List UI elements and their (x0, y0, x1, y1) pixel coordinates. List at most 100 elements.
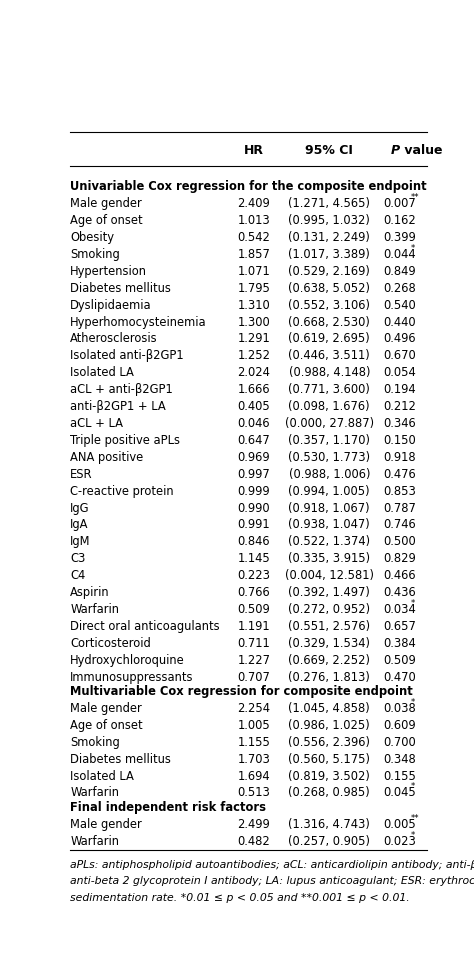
Text: 0.609: 0.609 (383, 718, 416, 732)
Text: value: value (400, 144, 442, 157)
Text: (0.529, 2.169): (0.529, 2.169) (288, 265, 370, 278)
Text: (0.131, 2.249): (0.131, 2.249) (288, 231, 370, 244)
Text: **: ** (411, 814, 419, 822)
Text: (0.268, 0.985): (0.268, 0.985) (288, 787, 370, 799)
Text: 0.918: 0.918 (383, 451, 416, 464)
Text: 0.997: 0.997 (237, 468, 270, 481)
Text: (0.357, 1.170): (0.357, 1.170) (288, 434, 370, 447)
Text: (0.988, 1.006): (0.988, 1.006) (289, 468, 370, 481)
Text: 0.853: 0.853 (383, 484, 416, 498)
Text: Direct oral anticoagulants: Direct oral anticoagulants (70, 620, 220, 633)
Text: 0.509: 0.509 (383, 654, 416, 666)
Text: Dyslipidaemia: Dyslipidaemia (70, 299, 152, 312)
Text: C-reactive protein: C-reactive protein (70, 484, 174, 498)
Text: P: P (391, 144, 400, 157)
Text: (0.335, 3.915): (0.335, 3.915) (288, 552, 370, 565)
Text: 0.990: 0.990 (237, 502, 270, 514)
Text: Warfarin: Warfarin (70, 787, 119, 799)
Text: 0.212: 0.212 (383, 400, 416, 413)
Text: 0.849: 0.849 (383, 265, 416, 278)
Text: 0.399: 0.399 (383, 231, 416, 244)
Text: 0.054: 0.054 (383, 366, 416, 379)
Text: (0.938, 1.047): (0.938, 1.047) (288, 518, 370, 532)
Text: Male gender: Male gender (70, 197, 142, 210)
Text: (0.257, 0.905): (0.257, 0.905) (288, 835, 370, 847)
Text: 0.711: 0.711 (237, 637, 270, 650)
Text: 0.005: 0.005 (383, 818, 416, 831)
Text: 0.991: 0.991 (237, 518, 270, 532)
Text: 0.500: 0.500 (383, 535, 416, 548)
Text: Smoking: Smoking (70, 736, 120, 748)
Text: Multivariable Cox regression for composite endpoint: Multivariable Cox regression for composi… (70, 685, 413, 698)
Text: Corticosteroid: Corticosteroid (70, 637, 151, 650)
Text: Atherosclerosis: Atherosclerosis (70, 332, 158, 346)
Text: 0.470: 0.470 (383, 670, 416, 684)
Text: 0.999: 0.999 (237, 484, 270, 498)
Text: Hypertension: Hypertension (70, 265, 147, 278)
Text: 0.787: 0.787 (383, 502, 416, 514)
Text: (0.556, 2.396): (0.556, 2.396) (288, 736, 370, 748)
Text: *: * (411, 244, 415, 253)
Text: *: * (411, 599, 415, 608)
Text: C3: C3 (70, 552, 86, 565)
Text: 0.766: 0.766 (237, 586, 270, 599)
Text: Male gender: Male gender (70, 818, 142, 831)
Text: (0.638, 5.052): (0.638, 5.052) (288, 282, 370, 295)
Text: Final independent risk factors: Final independent risk factors (70, 801, 266, 814)
Text: (0.669, 2.252): (0.669, 2.252) (288, 654, 370, 666)
Text: 1.191: 1.191 (237, 620, 270, 633)
Text: (0.276, 1.813): (0.276, 1.813) (288, 670, 370, 684)
Text: aPLs: antiphospholipid autoantibodies; aCL: anticardiolipin antibody; anti-β2GP1: aPLs: antiphospholipid autoantibodies; a… (70, 860, 474, 871)
Text: 0.038: 0.038 (383, 702, 416, 715)
Text: aCL + anti-β2GP1: aCL + anti-β2GP1 (70, 383, 173, 396)
Text: Obesity: Obesity (70, 231, 114, 244)
Text: 2.409: 2.409 (237, 197, 270, 210)
Text: anti-beta 2 glycoprotein I antibody; LA: lupus anticoagulant; ESR: erythrocyte: anti-beta 2 glycoprotein I antibody; LA:… (70, 876, 474, 886)
Text: aCL + LA: aCL + LA (70, 417, 123, 430)
Text: 0.034: 0.034 (383, 603, 416, 616)
Text: (0.000, 27.887): (0.000, 27.887) (285, 417, 374, 430)
Text: 0.476: 0.476 (383, 468, 416, 481)
Text: Age of onset: Age of onset (70, 214, 143, 227)
Text: 0.496: 0.496 (383, 332, 416, 346)
Text: 0.384: 0.384 (383, 637, 416, 650)
Text: IgM: IgM (70, 535, 91, 548)
Text: (0.918, 1.067): (0.918, 1.067) (289, 502, 370, 514)
Text: 1.252: 1.252 (237, 350, 271, 362)
Text: 0.348: 0.348 (383, 753, 416, 766)
Text: anti-β2GP1 + LA: anti-β2GP1 + LA (70, 400, 166, 413)
Text: 1.227: 1.227 (237, 654, 271, 666)
Text: Diabetes mellitus: Diabetes mellitus (70, 282, 171, 295)
Text: (0.988, 4.148): (0.988, 4.148) (289, 366, 370, 379)
Text: (0.619, 2.695): (0.619, 2.695) (288, 332, 370, 346)
Text: IgA: IgA (70, 518, 89, 532)
Text: 0.700: 0.700 (383, 736, 416, 748)
Text: 0.007: 0.007 (383, 197, 416, 210)
Text: **: ** (411, 194, 419, 202)
Text: 0.707: 0.707 (237, 670, 270, 684)
Text: ESR: ESR (70, 468, 93, 481)
Text: 0.045: 0.045 (383, 787, 416, 799)
Text: (0.530, 1.773): (0.530, 1.773) (288, 451, 370, 464)
Text: (0.668, 2.530): (0.668, 2.530) (288, 316, 370, 328)
Text: 1.291: 1.291 (237, 332, 270, 346)
Text: Warfarin: Warfarin (70, 603, 119, 616)
Text: 0.223: 0.223 (237, 569, 271, 583)
Text: 0.466: 0.466 (383, 569, 416, 583)
Text: Hyperhomocysteinemia: Hyperhomocysteinemia (70, 316, 207, 328)
Text: 0.746: 0.746 (383, 518, 416, 532)
Text: 0.509: 0.509 (237, 603, 270, 616)
Text: (1.271, 4.565): (1.271, 4.565) (288, 197, 370, 210)
Text: Isolated LA: Isolated LA (70, 769, 134, 783)
Text: (0.551, 2.576): (0.551, 2.576) (288, 620, 370, 633)
Text: Age of onset: Age of onset (70, 718, 143, 732)
Text: (0.986, 1.025): (0.986, 1.025) (288, 718, 370, 732)
Text: (0.004, 12.581): (0.004, 12.581) (285, 569, 374, 583)
Text: Diabetes mellitus: Diabetes mellitus (70, 753, 171, 766)
Text: *: * (411, 783, 415, 792)
Text: 0.436: 0.436 (383, 586, 416, 599)
Text: 0.670: 0.670 (383, 350, 416, 362)
Text: Smoking: Smoking (70, 247, 120, 261)
Text: Isolated anti-β2GP1: Isolated anti-β2GP1 (70, 350, 184, 362)
Text: 0.829: 0.829 (383, 552, 416, 565)
